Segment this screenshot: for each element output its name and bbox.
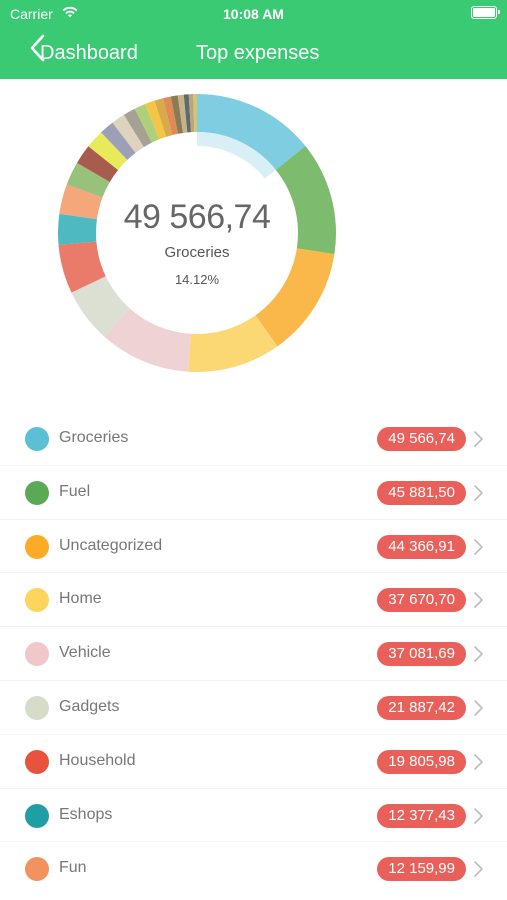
- category-color-dot: [25, 480, 49, 505]
- donut-slice-15[interactable]: [134, 104, 160, 143]
- donut-slice-23[interactable]: [193, 94, 197, 133]
- category-label: Home: [59, 590, 102, 608]
- category-label: Uncategorized: [59, 536, 163, 554]
- expense-list: Groceries 49 566,74 Fuel 45 881,50 Uncategor…: [0, 412, 507, 896]
- donut-slice-11[interactable]: [88, 132, 128, 171]
- chevron-right-icon: [474, 592, 483, 609]
- list-item[interactable]: Gadgets 21 887,42: [0, 681, 507, 735]
- donut-slice-home[interactable]: [188, 315, 278, 372]
- category-color-dot: [25, 857, 49, 882]
- chevron-right-icon: [474, 484, 483, 501]
- donut-slice-vehicle[interactable]: [104, 308, 191, 372]
- donut-slice-19[interactable]: [170, 95, 184, 134]
- category-color-dot: [25, 427, 49, 451]
- chevron-right-icon: [474, 753, 483, 770]
- chevron-right-icon: [474, 431, 483, 447]
- donut-slice-groceries[interactable]: [197, 94, 306, 170]
- category-label: Fuel: [59, 482, 91, 500]
- category-label: Gadgets: [59, 697, 120, 715]
- list-item[interactable]: Groceries 49 566,74: [0, 412, 507, 466]
- battery-icon: [471, 6, 500, 19]
- category-label: Fun: [59, 859, 87, 877]
- category-color-dot: [25, 642, 49, 667]
- selected-amount: 49 566,74: [123, 198, 271, 236]
- status-time: 10:08 AM: [223, 6, 284, 22]
- category-label: Groceries: [59, 429, 129, 446]
- category-label: Household: [59, 751, 136, 769]
- donut-slice-22[interactable]: [188, 94, 195, 133]
- chevron-right-icon: [474, 861, 483, 878]
- amount-badge: 45 881,50: [377, 480, 466, 505]
- amount-badge: 21 887,42: [377, 695, 466, 720]
- page-title: Top expenses: [196, 42, 320, 64]
- donut-slice-uncategorized[interactable]: [255, 248, 335, 347]
- amount-badge: 19 805,98: [377, 749, 466, 774]
- chevron-right-icon: [474, 646, 483, 662]
- selected-slice-highlight: [197, 132, 276, 179]
- category-color-dot: [25, 534, 49, 559]
- category-label: Vehicle: [59, 644, 111, 662]
- expenses-donut-chart[interactable]: 49 566,74 Groceries 14.12%: [58, 94, 336, 372]
- amount-badge: 12 159,99: [377, 857, 466, 882]
- status-bar: Carrier 10:08 AM: [0, 0, 507, 28]
- donut-slice-fun[interactable]: [59, 184, 103, 220]
- list-item[interactable]: Fuel 45 881,50: [0, 466, 507, 520]
- wifi-icon: [62, 6, 78, 18]
- carrier-label: Carrier: [10, 6, 53, 22]
- donut-slice-10[interactable]: [77, 146, 119, 183]
- chevron-right-icon: [474, 700, 483, 716]
- back-button[interactable]: Dashboard: [22, 28, 152, 72]
- donut-slice-13[interactable]: [112, 114, 144, 153]
- list-item[interactable]: Uncategorized 44 366,91: [0, 520, 507, 574]
- donut-slice-gadgets[interactable]: [71, 276, 130, 337]
- amount-badge: 49 566,74: [377, 427, 466, 451]
- donut-slice-16[interactable]: [145, 100, 167, 140]
- donut-svg: [58, 94, 336, 372]
- donut-slice-21[interactable]: [183, 94, 191, 133]
- list-item[interactable]: Home 37 670,70: [0, 573, 507, 628]
- chevron-right-icon: [474, 807, 483, 824]
- donut-slice-fuel[interactable]: [275, 146, 336, 255]
- donut-slice-20[interactable]: [177, 94, 188, 133]
- donut-slice-14[interactable]: [123, 108, 152, 148]
- donut-slice-17[interactable]: [154, 98, 173, 137]
- amount-badge: 12 377,43: [377, 803, 466, 828]
- back-label: Dashboard: [40, 42, 138, 64]
- selected-category: Groceries: [164, 244, 230, 261]
- category-color-dot: [25, 588, 49, 613]
- category-color-dot: [25, 749, 49, 774]
- selected-percent: 14.12%: [174, 272, 220, 287]
- amount-badge: 37 670,70: [377, 588, 466, 613]
- donut-slice-household[interactable]: [58, 241, 106, 293]
- list-item[interactable]: Fun 12 159,99: [0, 842, 507, 896]
- list-item[interactable]: Vehicle 37 081,69: [0, 627, 507, 681]
- list-item[interactable]: Household 19 805,98: [0, 735, 507, 789]
- donut-slice-eshops[interactable]: [58, 213, 97, 245]
- nav-header: Carrier 10:08 AM Dashboard Top expenses: [0, 0, 507, 79]
- chevron-left-icon: [30, 34, 45, 62]
- donut-slice-18[interactable]: [162, 96, 178, 136]
- amount-badge: 37 081,69: [377, 642, 466, 667]
- category-label: Eshops: [59, 805, 113, 823]
- category-color-dot: [25, 803, 49, 828]
- donut-slice-9[interactable]: [66, 162, 110, 198]
- category-color-dot: [25, 695, 49, 720]
- amount-badge: 44 366,91: [377, 534, 466, 559]
- donut-slice-12[interactable]: [101, 122, 136, 160]
- chevron-right-icon: [474, 538, 483, 555]
- list-item[interactable]: Eshops 12 377,43: [0, 789, 507, 843]
